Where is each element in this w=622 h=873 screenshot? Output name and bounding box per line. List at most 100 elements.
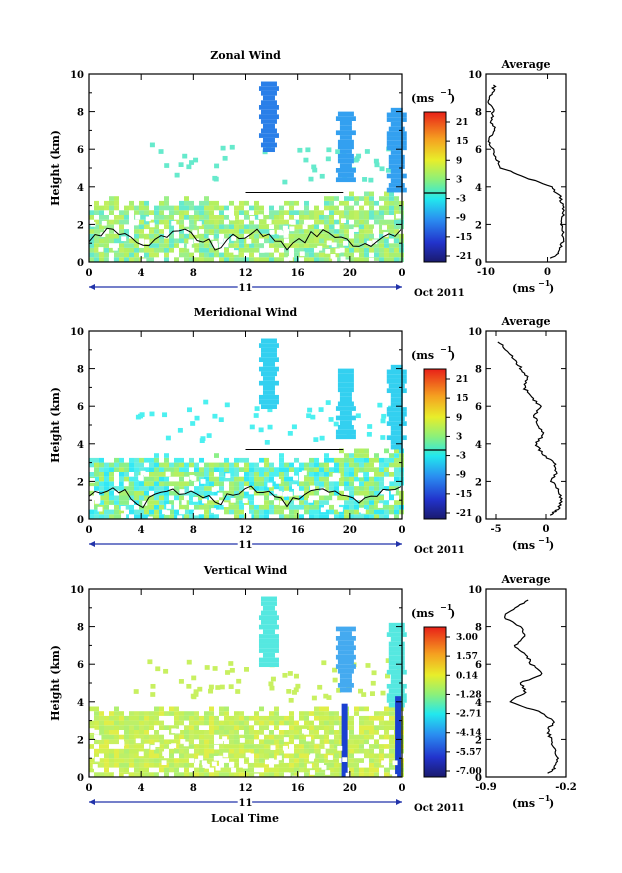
x-tick-label: 4 (138, 268, 145, 279)
average-y-tick-label: 0 (475, 773, 482, 784)
date-bar-arrow (396, 541, 402, 547)
average-y-tick-label: 10 (468, 585, 482, 596)
average-x-axis-label: (ms (512, 797, 535, 810)
colorbar-tick-label: -21 (456, 509, 472, 519)
y-tick-label: 4 (77, 183, 84, 194)
y-tick-label: 10 (70, 70, 84, 81)
y-tick-label: 2 (77, 220, 84, 231)
date-bar-arrow (89, 799, 95, 805)
colorbar-tick-label: 21 (456, 118, 469, 128)
average-y-tick-label: 4 (475, 698, 482, 709)
average-profile-line (503, 599, 560, 774)
heatmap-field (89, 596, 407, 782)
colorbar-tick-label: -3 (456, 195, 466, 205)
colorbar-unit: (ms (411, 607, 434, 620)
colorbar (423, 626, 447, 778)
date-marker: 11 (239, 283, 253, 294)
average-frame (485, 73, 567, 263)
svg-text:): ) (549, 539, 554, 552)
y-tick-label: 8 (77, 623, 84, 634)
x-tick-label: 20 (343, 268, 357, 279)
x-tick-label: 20 (343, 525, 357, 536)
date-marker: 11 (239, 540, 253, 551)
date-bar-arrow (89, 284, 95, 290)
colorbar-unit: (ms (411, 349, 434, 362)
colorbar-tick-label: -15 (456, 233, 472, 243)
x-tick-label: 4 (138, 525, 145, 536)
y-tick-label: 4 (77, 440, 84, 451)
colorbar-tick-label: -2.71 (456, 710, 482, 720)
date-bar-arrow (89, 541, 95, 547)
average-y-tick-label: 6 (475, 660, 482, 671)
colorbar-tick-label: 15 (456, 394, 469, 404)
y-tick-label: 8 (77, 365, 84, 376)
colorbar-tick-label: -5.57 (456, 748, 482, 758)
average-title: Average (500, 58, 550, 71)
colorbar-unit-exp: −1 (440, 87, 452, 97)
colorbar-tick-label: 3 (456, 432, 462, 442)
x-tick-label: 20 (343, 783, 357, 794)
colorbar-tick-label: -3 (456, 452, 466, 462)
x-tick-label: 8 (190, 525, 197, 536)
zero-contour (88, 448, 402, 512)
x-tick-label: 0 (86, 268, 93, 279)
heatmap-field (89, 81, 407, 267)
average-x-tick-label: -10 (477, 267, 495, 278)
date-bar-arrow (396, 799, 402, 805)
average-y-tick-label: 4 (475, 440, 482, 451)
svg-text:): ) (450, 92, 455, 105)
y-axis-label: Height (km) (49, 130, 62, 206)
average-x-tick-label: 0 (543, 524, 550, 535)
date-label: Oct 2011 (414, 803, 465, 814)
panel-title: Vertical Wind (203, 564, 288, 577)
colorbar-tick-label: -9 (456, 471, 466, 481)
date-label: Oct 2011 (414, 545, 465, 556)
colorbar-tick-label: 21 (456, 375, 469, 385)
average-y-tick-label: 8 (475, 623, 482, 634)
date-marker: 11 (239, 798, 253, 809)
x-tick-label: 8 (190, 783, 197, 794)
x-tick-label: 0 (399, 525, 406, 536)
y-tick-label: 10 (70, 327, 84, 338)
average-y-tick-label: 4 (475, 183, 482, 194)
average-profile-line (487, 84, 566, 259)
date-label: Oct 2011 (414, 288, 465, 299)
average-x-tick-label: -5 (490, 524, 501, 535)
y-tick-label: 6 (77, 660, 84, 671)
y-axis-label: Height (km) (49, 387, 62, 463)
average-x-tick-label: 0 (544, 267, 551, 278)
y-tick-label: 6 (77, 145, 84, 156)
average-y-tick-label: 0 (475, 258, 482, 269)
x-tick-label: 0 (86, 525, 93, 536)
y-tick-label: 10 (70, 585, 84, 596)
average-y-tick-label: 8 (475, 365, 482, 376)
colorbar-tick-label: 3.00 (456, 633, 478, 643)
y-tick-label: 0 (77, 773, 84, 784)
average-x-tick-label: -0.2 (555, 782, 577, 793)
y-tick-label: 0 (77, 515, 84, 526)
average-y-tick-label: 10 (468, 70, 482, 81)
y-tick-label: 4 (77, 698, 84, 709)
x-tick-label: 0 (399, 268, 406, 279)
average-y-tick-label: 10 (468, 327, 482, 338)
average-y-tick-label: 0 (475, 515, 482, 526)
x-tick-label: 12 (239, 525, 253, 536)
colorbar (423, 111, 447, 263)
y-tick-label: 2 (77, 735, 84, 746)
average-frame (485, 330, 567, 520)
x-tick-label: 16 (291, 268, 305, 279)
x-tick-label: 8 (190, 268, 197, 279)
heatmap-field (89, 338, 407, 524)
colorbar-tick-label: 3 (456, 175, 462, 185)
average-y-tick-label: 2 (475, 735, 482, 746)
x-axis-title: Local Time (211, 812, 279, 825)
average-y-tick-label: 8 (475, 108, 482, 119)
x-tick-label: 0 (86, 783, 93, 794)
colorbar-unit-exp: −1 (440, 602, 452, 612)
colorbar (423, 368, 447, 520)
colorbar-tick-label: -4.14 (456, 729, 482, 739)
svg-text:−1: −1 (538, 793, 550, 803)
average-title: Average (500, 573, 550, 586)
